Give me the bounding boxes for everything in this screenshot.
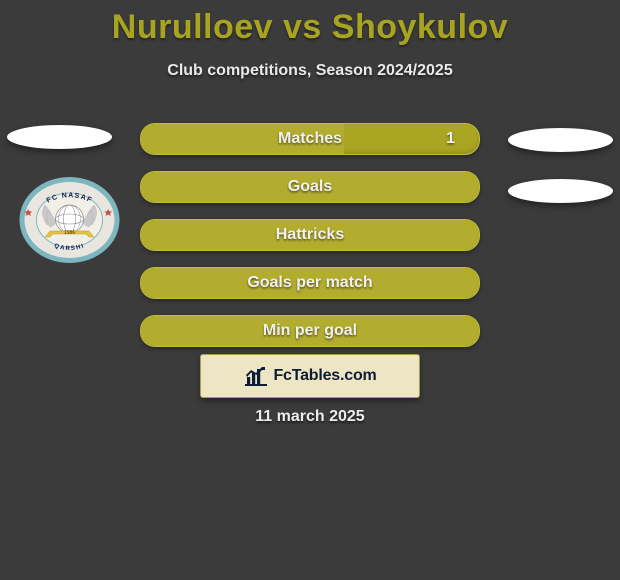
stat-bar: Min per goal [140,315,480,347]
stat-bar-label: Hattricks [141,220,479,250]
chart-icon [243,365,267,387]
footer-logo[interactable]: FcTables.com [200,354,420,398]
page-title: Nurulloev vs Shoykulov [0,8,620,47]
stat-bar: Goals per match [140,267,480,299]
stat-bar: Hattricks [140,219,480,251]
stat-bar-label: Min per goal [141,316,479,346]
stat-bar: Goals [140,171,480,203]
club-badge-icon: FC NASAF QARSHI 1986 [17,175,122,265]
stat-bars: Matches1 Goals Hattricks Goals per match Min… [140,123,480,363]
stat-bar-value-right: 1 [446,124,455,154]
page: Nurulloev vs Shoykulov Club competitions… [0,0,620,580]
side-ellipse-left-1 [7,125,112,149]
footer-text: FcTables.com [273,367,376,385]
side-ellipse-right-2 [508,179,613,203]
stat-bar-label: Matches [141,124,479,154]
date-text: 11 march 2025 [0,408,620,426]
stat-bar-label: Goals per match [141,268,479,298]
page-subtitle: Club competitions, Season 2024/2025 [0,62,620,80]
side-ellipse-right-1 [508,128,613,152]
club-badge: FC NASAF QARSHI 1986 [17,175,122,265]
stat-bar-label: Goals [141,172,479,202]
stat-bar: Matches1 [140,123,480,155]
badge-ribbon-text: 1986 [64,230,75,236]
